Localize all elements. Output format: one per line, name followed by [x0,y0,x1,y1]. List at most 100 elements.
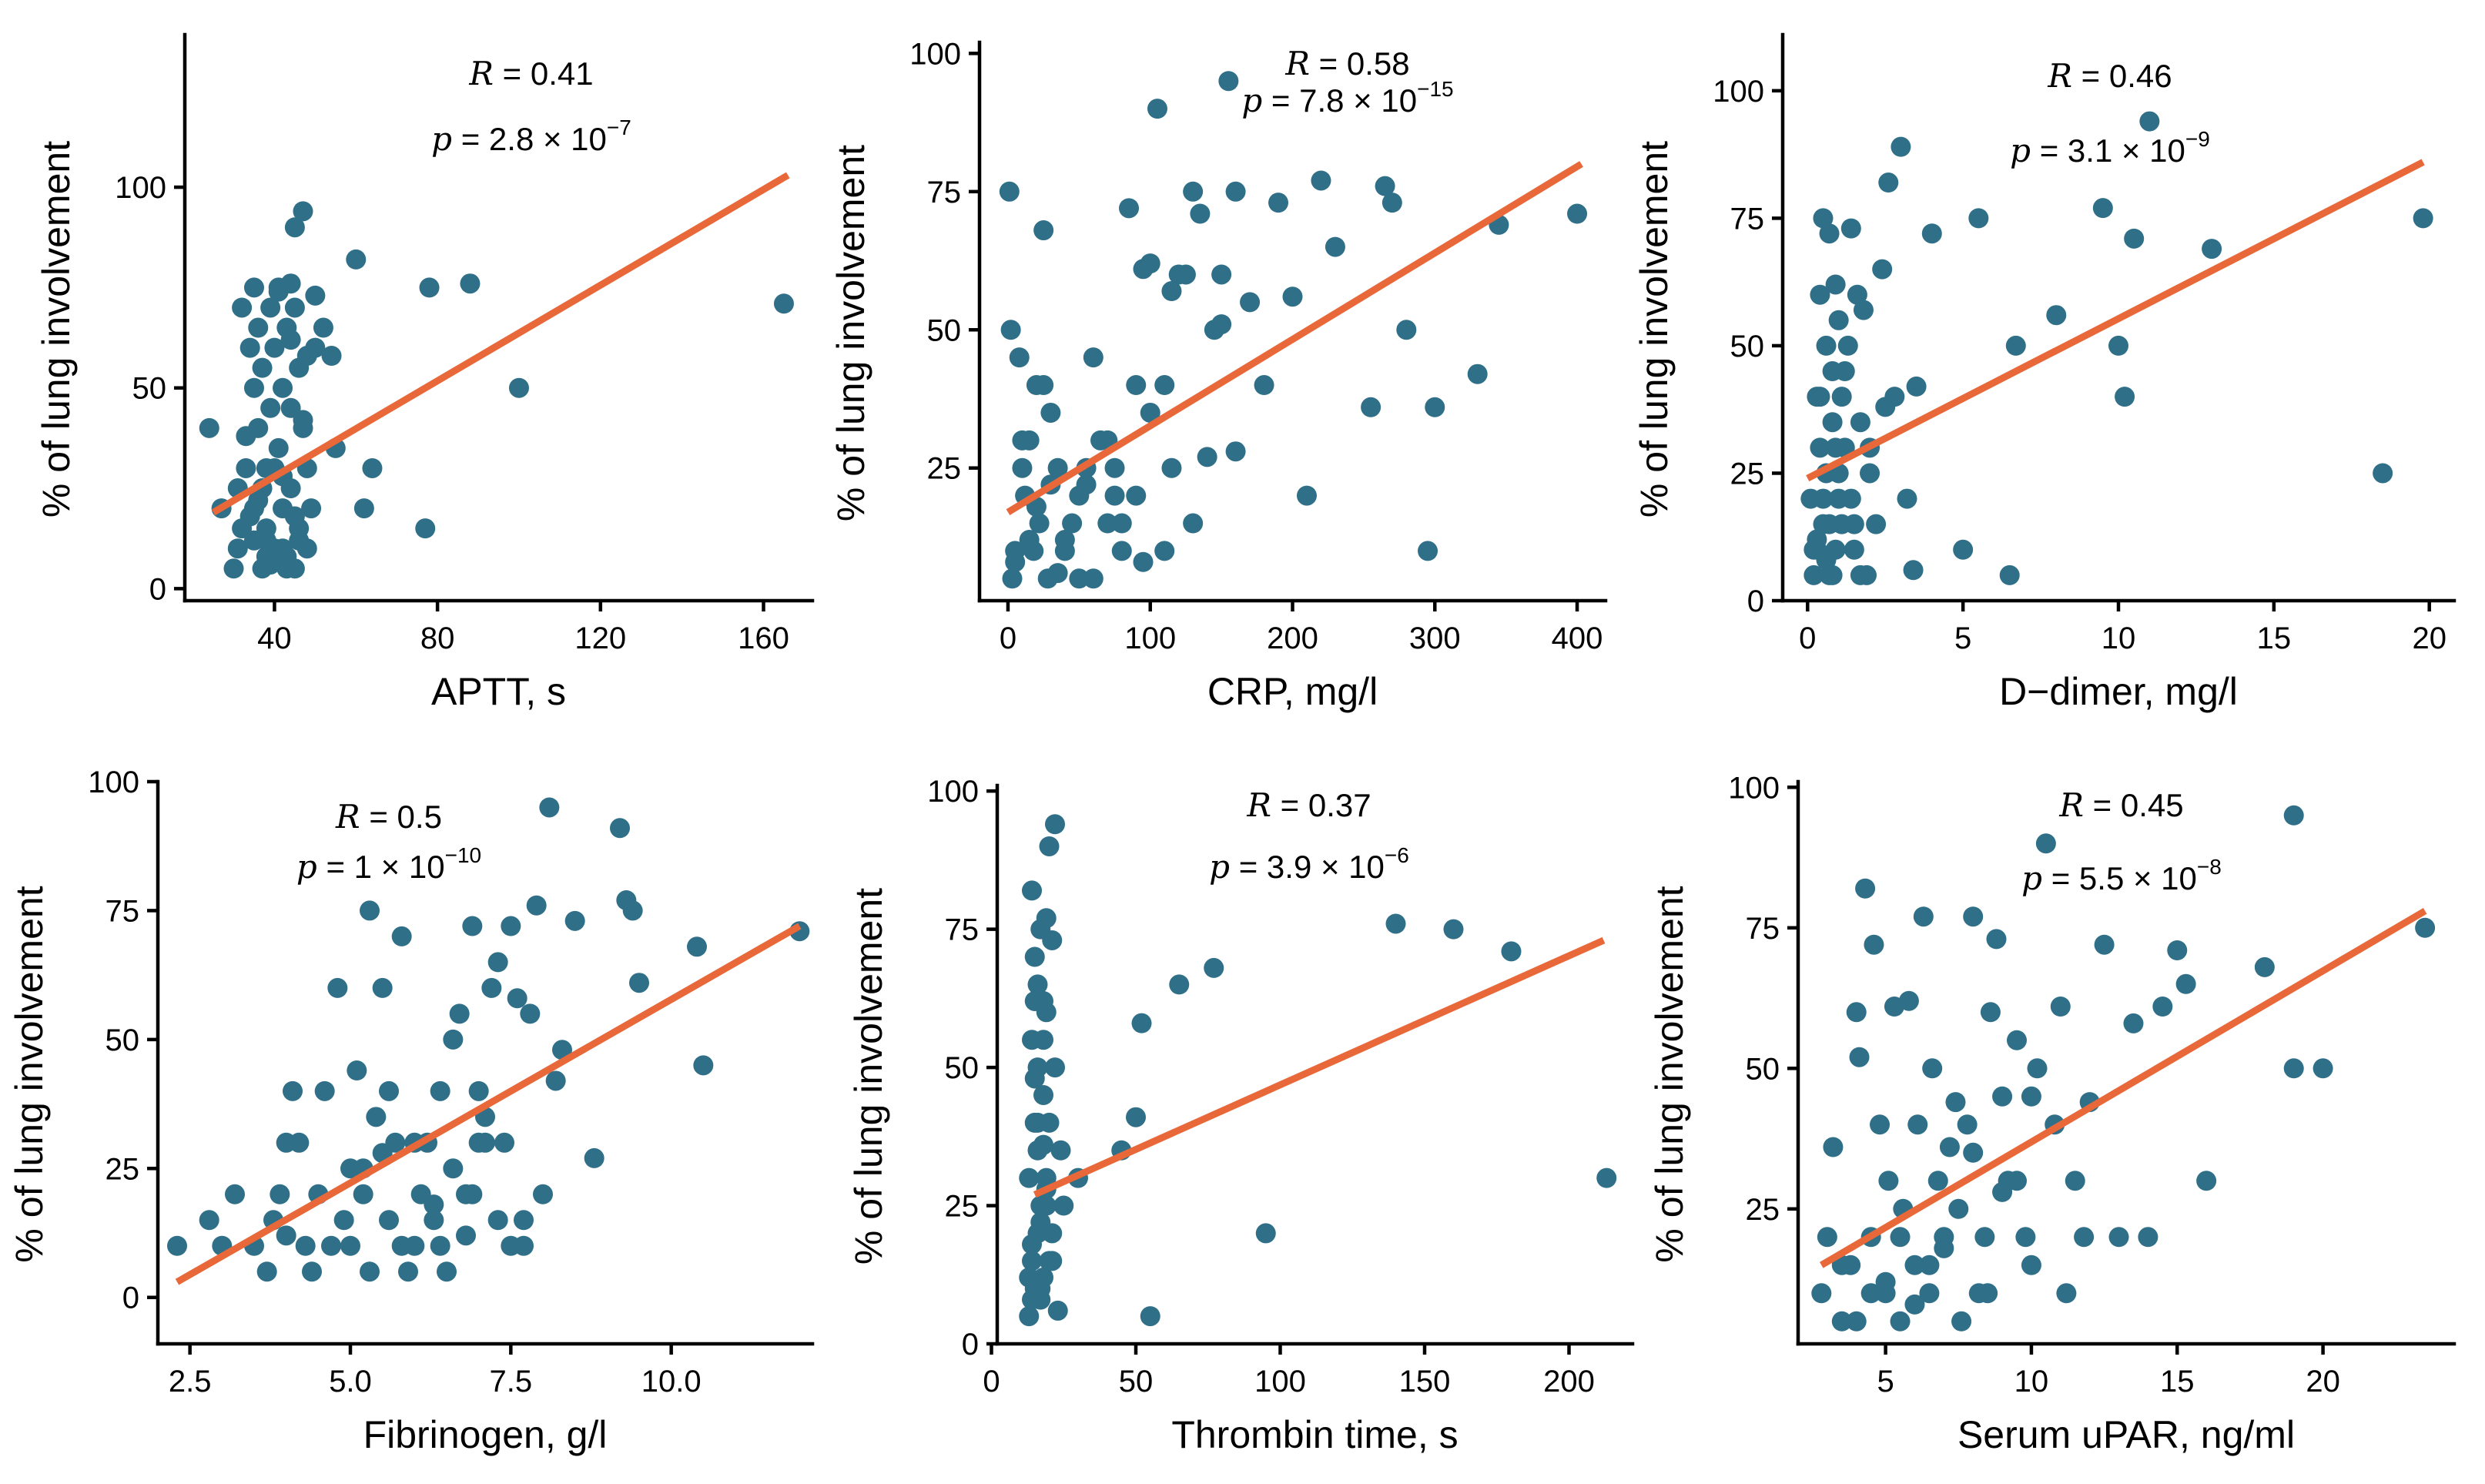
data-point [280,273,301,294]
x-tick-label: 200 [1267,621,1318,655]
data-point [313,317,333,338]
data-point [1866,514,1887,534]
data-point [1974,1227,1995,1248]
scatter-panel: 0 100 200 300 400 25 50 75 100 CRP, mg/l % of lung… [829,37,1608,713]
data-point [1154,541,1175,561]
data-point [1875,1271,1896,1292]
data-point [1934,1238,1954,1258]
y-tick-label: 25 [945,1190,980,1224]
y-tick-label: 0 [962,1328,979,1362]
data-point [1047,563,1068,584]
data-point [1847,284,1867,305]
data-point [1418,541,1438,561]
data-point [2413,208,2433,229]
data-point [1986,929,2007,950]
data-point [2124,228,2145,249]
data-point [1904,1294,1925,1315]
data-point [1819,223,1840,244]
regression-line [211,172,790,516]
p-value-label: p = 2.8 × 10−7 [431,116,631,158]
y-tick-label: 50 [1730,330,1765,363]
data-point [2007,1171,2027,1191]
data-point [1878,173,1899,193]
y-tick-label: 75 [1730,202,1765,236]
data-point [2138,1227,2158,1248]
p-exponent: −7 [607,116,631,139]
data-point [1083,347,1104,368]
data-point [564,910,585,931]
p-exponent: −9 [2185,127,2210,151]
data-point [1963,906,1984,927]
data-point [2123,1013,2144,1033]
data-point [424,1194,444,1215]
data-point [1024,1068,1045,1089]
data-point [1850,564,1870,585]
data-point [1891,136,1911,157]
data-point [1033,375,1054,396]
data-point [1807,529,1827,550]
data-point [622,900,643,921]
data-point [1968,208,1989,229]
data-point [1012,457,1033,478]
data-point [1810,387,1830,407]
data-point [1019,1167,1040,1188]
y-axis-title: % of lung involvement [35,141,78,518]
data-point [236,457,256,478]
p-value-label: p = 1 × 10−10 [296,843,481,886]
data-point [1000,320,1021,340]
data-point [468,1080,489,1101]
data-point [1978,1283,1998,1304]
data-point [353,498,374,519]
data-point [1825,437,1846,458]
data-point [1225,181,1246,202]
y-axis-title: % of lung involvement [1633,141,1676,518]
data-point [1904,1255,1925,1275]
data-point [2115,387,2135,407]
x-tick-label: 7.5 [490,1365,533,1399]
data-point [526,895,547,916]
x-tick-label: 0 [1000,621,1016,655]
p-value: = 3.9 × 10 [1230,849,1385,885]
data-point [494,1132,514,1153]
data-point [321,346,342,367]
p-value: = 7.8 × 10 [1262,82,1417,119]
data-point [520,1003,541,1024]
data-point [1255,1223,1276,1244]
data-point [1009,347,1030,368]
data-point [1903,560,1924,581]
correlation-r-label: R = 0.58 [1284,45,1409,82]
r-value: = 0.5 [360,799,442,835]
p-symbol: p [2021,859,2042,897]
data-point [2094,934,2115,955]
data-point [1939,1137,1960,1157]
data-point [1919,1255,1940,1275]
data-point [2108,1227,2129,1248]
data-point [1027,1112,1048,1133]
data-point [1047,457,1068,478]
data-point [379,1080,399,1101]
data-point [501,1235,521,1256]
data-point [430,1235,450,1256]
data-point [1811,1283,1832,1304]
p-symbol: p [431,120,452,158]
data-point [456,1225,476,1246]
data-point [2202,239,2222,260]
data-point [1853,300,1874,320]
data-point [1822,412,1843,433]
data-point [687,936,707,957]
scatter-panel: 0 50 100 150 200 0 25 50 75 100 Thrombin time, s % … [847,775,1635,1456]
data-point [1097,513,1118,534]
x-tick-label: 5 [1877,1365,1894,1399]
y-tick-label: 100 [909,37,961,71]
data-point [539,797,560,818]
data-point [419,277,440,298]
y-tick-label: 100 [88,765,139,799]
scatter-panel: 0 5 10 15 20 0 25 50 75 100 D−dimer, mg/l % of lung… [1633,32,2457,713]
data-point [1898,990,1919,1011]
data-point [1022,880,1042,901]
data-point [2139,111,2160,132]
data-point [1024,946,1045,967]
data-point [1951,1311,1972,1332]
data-point [2167,940,2188,960]
data-point [1501,941,1522,962]
